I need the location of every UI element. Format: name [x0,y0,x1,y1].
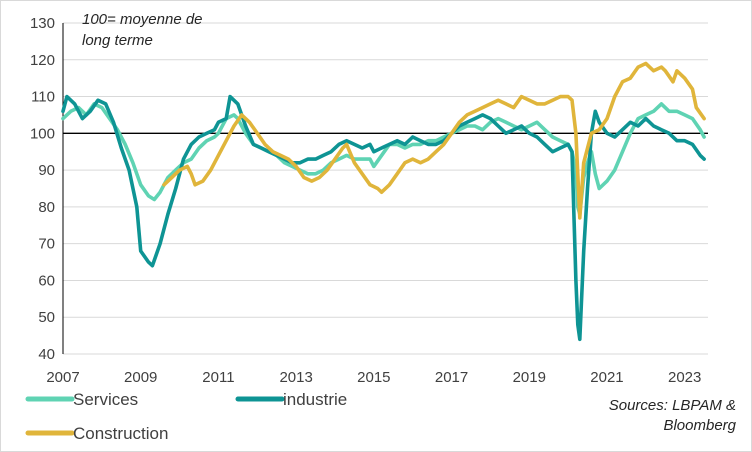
x-axis-ticks: 2007 2009 2011 2013 2015 2017 2019 2021 2023 [46,369,701,386]
series-line-construction [162,61,706,220]
y-axis-ticks: 40 50 60 70 80 90 100 110 120 130 [30,15,55,363]
source-line-1: Sources: LBPAM & [609,397,736,414]
y-tick-label-60: 60 [38,272,55,289]
y-tick-label-100: 100 [30,125,55,142]
series-lines [61,61,706,342]
x-tick-label-2023: 2023 [668,369,701,386]
y-tick-label-70: 70 [38,236,55,253]
x-tick-label-2017: 2017 [435,369,468,386]
x-tick-label-2021: 2021 [590,369,623,386]
x-tick-label-2013: 2013 [279,369,312,386]
x-tick-label-2015: 2015 [357,369,390,386]
annotation-line-1: 100= moyenne de [82,11,203,28]
series-line-industrie [61,94,706,342]
source-line-2: Bloomberg [663,417,736,434]
y-tick-label-110: 110 [31,89,55,106]
y-tick-label-50: 50 [38,309,55,326]
series-line-services [61,102,706,216]
y-tick-label-120: 120 [30,52,55,69]
legend-label-industrie: industrie [283,390,347,409]
annotation-line-2: long terme [82,32,153,49]
x-tick-label-2011: 2011 [202,369,234,386]
x-tick-label-2009: 2009 [124,369,157,386]
x-tick-label-2007: 2007 [46,369,79,386]
legend-label-construction: Construction [73,424,168,443]
y-tick-label-130: 130 [30,15,55,32]
y-tick-label-40: 40 [38,346,55,363]
y-tick-label-80: 80 [38,199,55,216]
y-tick-label-90: 90 [38,162,55,179]
x-tick-label-2019: 2019 [513,369,546,386]
legend: Services industrie Construction [25,390,347,443]
legend-label-services: Services [73,390,138,409]
